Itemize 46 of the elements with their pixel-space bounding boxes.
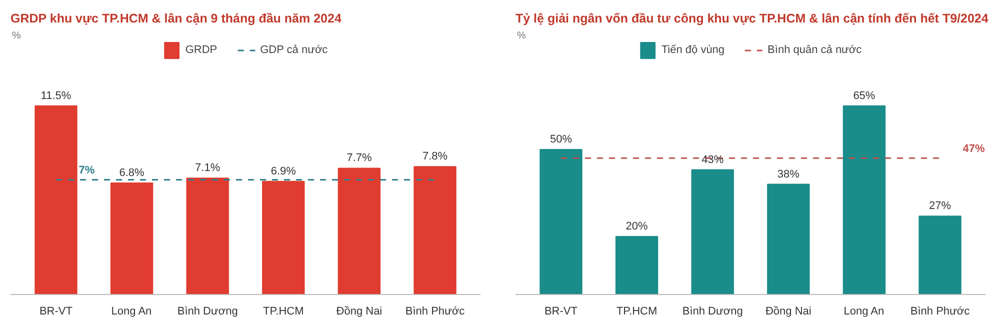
- data-label: 65%: [853, 90, 876, 102]
- bar: [414, 166, 456, 294]
- bar: [540, 148, 582, 294]
- data-label: 7.1%: [195, 162, 220, 174]
- x-tick-label: Bình Phước: [405, 306, 466, 318]
- bar: [691, 169, 734, 294]
- bar: [338, 168, 381, 294]
- x-tick-label: BR-VT: [544, 306, 578, 318]
- legend-label: GDP cả nước: [260, 44, 328, 56]
- legend-label: GRDP: [185, 44, 218, 56]
- x-tick-label: Đồng Nai: [765, 306, 812, 318]
- data-label: 11.5%: [40, 90, 72, 102]
- x-tick-label: BR-VT: [39, 306, 73, 318]
- data-label: 50%: [550, 133, 572, 146]
- x-tick-label: Bình Dương: [682, 306, 743, 318]
- bar: [767, 184, 810, 294]
- legend-label: Tiến độ vùng: [661, 44, 725, 56]
- annotation: 47%: [962, 143, 985, 156]
- bar: [262, 180, 305, 294]
- bar: [918, 216, 962, 294]
- x-tick-label: Long An: [844, 306, 884, 318]
- chart-subtitle: %: [517, 30, 526, 42]
- bar: [615, 236, 658, 294]
- data-label: 7.8%: [422, 150, 448, 163]
- chart-title: GRDP khu vực TP.HCM & lân cận 9 tháng đầu năm 2024: [10, 12, 342, 26]
- x-tick-label: Bình Phước: [910, 306, 970, 318]
- bar: [186, 178, 229, 294]
- bar: [34, 105, 78, 294]
- chart-title: Tỷ lệ giải ngân vốn đầu tư công khu vực TP.HCM & lân cận tính đến hết T9/2024: [516, 12, 988, 26]
- bar: [842, 105, 886, 294]
- data-label: 27%: [929, 200, 952, 212]
- x-tick-label: TP.HCM: [616, 306, 658, 318]
- x-tick-label: Đồng Nai: [336, 306, 382, 318]
- data-label: 20%: [626, 220, 648, 232]
- chart-subtitle: %: [12, 30, 22, 42]
- x-tick-label: Long An: [111, 306, 152, 318]
- bar: [110, 182, 154, 294]
- data-label: 43%: [702, 154, 724, 166]
- x-tick-label: Bình Dương: [177, 306, 238, 318]
- legend-label: Bình quân cả nước: [768, 44, 862, 56]
- data-label: 6.8%: [119, 166, 145, 179]
- x-tick-label: TP.HCM: [263, 306, 304, 318]
- annotation: 7%: [78, 164, 95, 177]
- data-label: 7.7%: [346, 152, 372, 164]
- data-label: 6.9%: [270, 165, 296, 178]
- data-label: 38%: [777, 168, 800, 180]
